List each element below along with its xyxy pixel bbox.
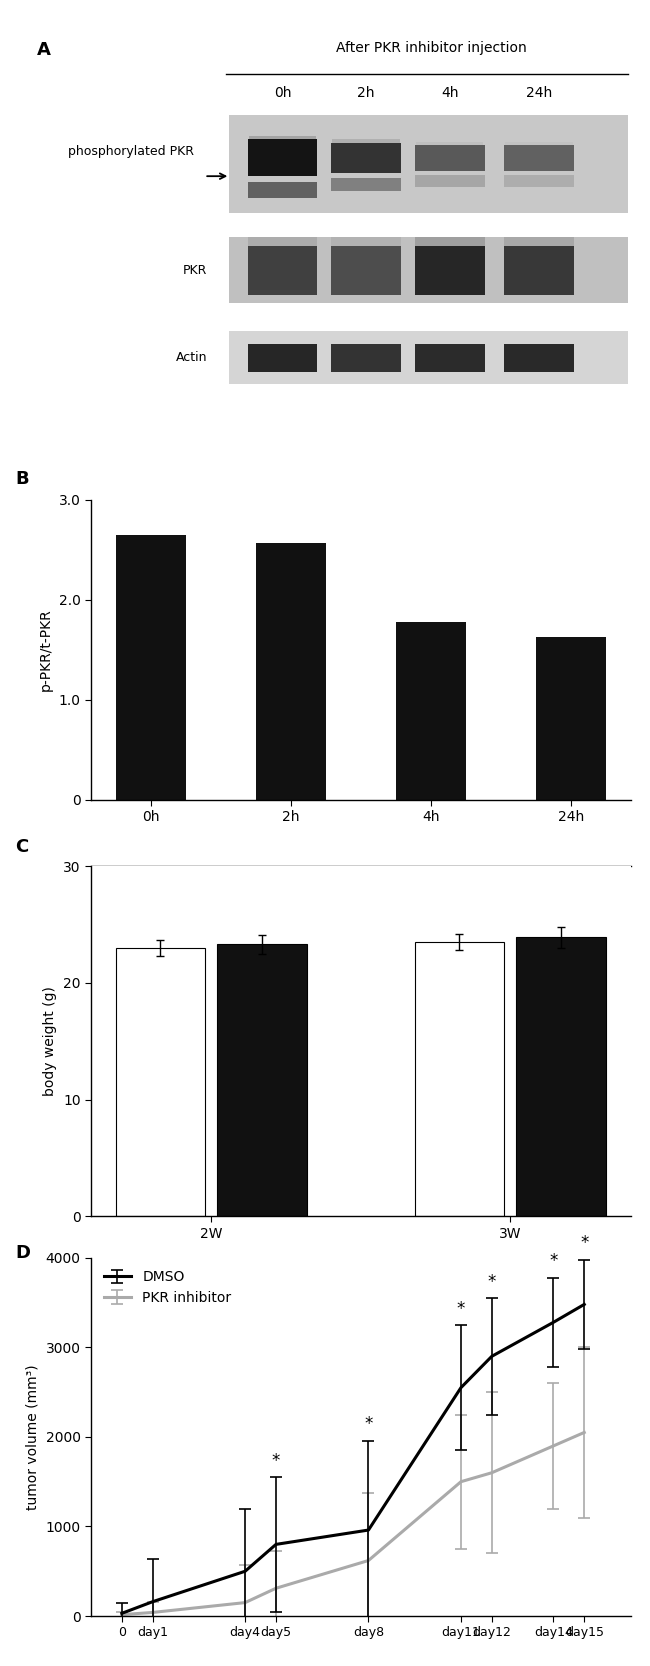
Bar <box>504 175 573 187</box>
Text: phosphorylated PKR: phosphorylated PKR <box>68 145 194 158</box>
Bar <box>332 140 400 155</box>
Bar <box>504 245 573 295</box>
Text: C: C <box>16 838 29 856</box>
Text: Actin: Actin <box>176 352 207 365</box>
Text: *: * <box>488 1273 496 1291</box>
Bar <box>332 178 401 192</box>
Text: 2h: 2h <box>358 87 375 100</box>
Bar <box>415 238 484 245</box>
Bar <box>332 245 401 295</box>
Bar <box>504 343 573 372</box>
Text: 24h: 24h <box>526 87 552 100</box>
Bar <box>396 621 466 800</box>
Bar <box>249 135 317 155</box>
Legend: DMSO, PKR inhibitor: DMSO, PKR inhibitor <box>98 1264 237 1311</box>
Bar <box>248 182 317 198</box>
Text: After PKR inhibitor injection: After PKR inhibitor injection <box>335 42 526 55</box>
Text: *: * <box>457 1299 465 1318</box>
Bar <box>248 238 317 245</box>
Y-axis label: tumor volume (mm³): tumor volume (mm³) <box>26 1364 40 1509</box>
Bar <box>416 142 484 155</box>
Text: *: * <box>549 1253 558 1271</box>
Text: *: * <box>364 1416 372 1433</box>
Bar <box>504 238 573 245</box>
Text: *: * <box>272 1453 280 1469</box>
Bar <box>116 535 186 800</box>
Y-axis label: body weight (g): body weight (g) <box>44 986 57 1096</box>
Bar <box>332 343 401 372</box>
Bar <box>116 948 205 1216</box>
Text: 0h: 0h <box>274 87 291 100</box>
Text: B: B <box>16 470 29 488</box>
Text: 4h: 4h <box>441 87 458 100</box>
Bar <box>248 140 317 177</box>
Bar <box>248 245 317 295</box>
Text: D: D <box>16 1243 31 1261</box>
Bar <box>248 343 317 372</box>
Bar <box>516 938 606 1216</box>
Text: A: A <box>37 42 51 60</box>
Bar <box>504 145 573 172</box>
Bar <box>229 332 628 385</box>
Bar <box>229 115 628 213</box>
Bar <box>415 175 484 187</box>
Bar <box>415 343 484 372</box>
Bar <box>415 145 484 172</box>
Text: PKR: PKR <box>183 263 207 277</box>
Bar <box>332 238 401 245</box>
Bar <box>255 543 326 800</box>
Bar <box>505 142 573 155</box>
Bar <box>415 943 504 1216</box>
Bar <box>217 945 307 1216</box>
Text: *: * <box>580 1235 588 1253</box>
Bar <box>229 238 628 303</box>
Bar <box>332 143 401 173</box>
Bar <box>536 636 606 800</box>
Text: After PKR inhibitor injection: After PKR inhibitor injection <box>265 881 456 895</box>
Bar <box>415 245 484 295</box>
Y-axis label: p-PKR/t-PKR: p-PKR/t-PKR <box>39 608 53 691</box>
